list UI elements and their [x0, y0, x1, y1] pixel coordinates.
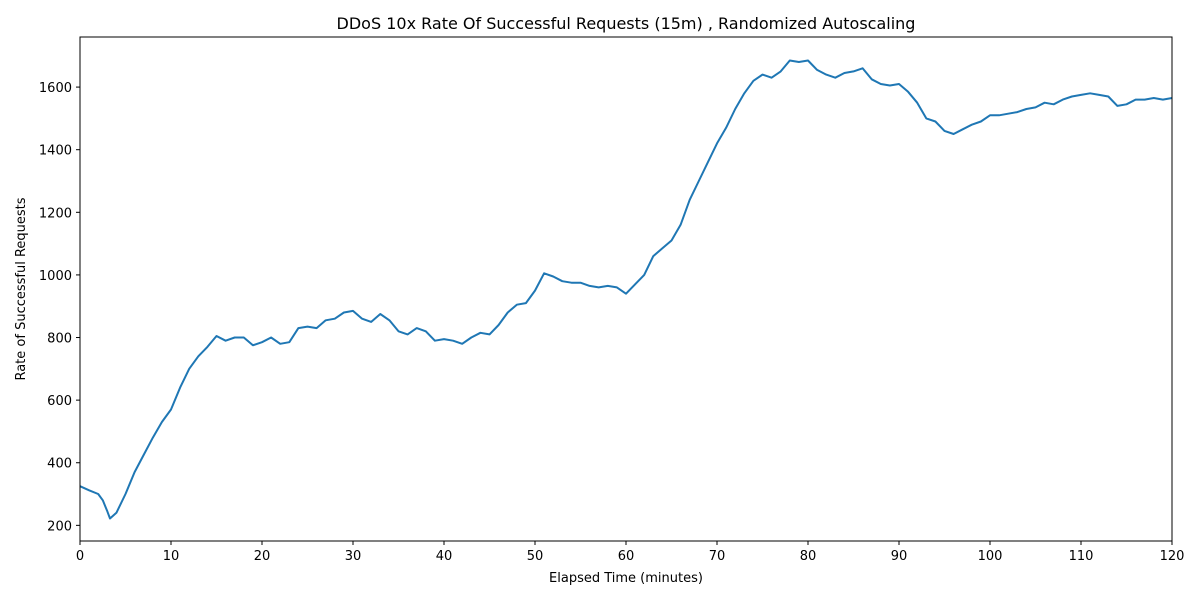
x-tick-label: 10 [163, 549, 180, 564]
x-tick-label: 0 [76, 549, 84, 564]
chart-title: DDoS 10x Rate Of Successful Requests (15… [337, 14, 916, 33]
x-axis-ticks: 0 10 20 30 40 50 60 70 80 90 100 110 120 [76, 541, 1185, 564]
y-tick-label: 1200 [39, 206, 72, 221]
series-line-0 [79, 59, 1173, 520]
series-layer [79, 59, 1173, 520]
x-tick-label: 90 [891, 549, 908, 564]
y-tick-label: 1600 [39, 81, 72, 96]
y-axis-ticks: 200 400 600 800 1000 1200 1400 1600 [39, 81, 80, 534]
x-tick-label: 60 [618, 549, 635, 564]
x-tick-label: 70 [709, 549, 726, 564]
y-tick-label: 400 [47, 457, 72, 472]
plot-area: 0 10 20 30 40 50 60 70 80 90 100 110 120 200 400 600 80… [39, 36, 1185, 564]
y-axis-label: Rate of Successful Requests [14, 197, 29, 380]
y-tick-label: 200 [47, 519, 72, 534]
axes-frame [79, 36, 1173, 542]
y-tick-label: 800 [47, 332, 72, 347]
x-tick-label: 50 [527, 549, 544, 564]
x-axis-label: Elapsed Time (minutes) [549, 571, 703, 586]
y-tick-label: 600 [47, 394, 72, 409]
y-tick-label: 1000 [39, 269, 72, 284]
x-tick-label: 20 [254, 549, 271, 564]
x-tick-label: 80 [800, 549, 817, 564]
x-tick-label: 30 [345, 549, 362, 564]
x-tick-label: 100 [978, 549, 1003, 564]
x-tick-label: 40 [436, 549, 453, 564]
y-tick-label: 1400 [39, 144, 72, 159]
x-tick-label: 120 [1160, 549, 1185, 564]
x-tick-label: 110 [1069, 549, 1094, 564]
